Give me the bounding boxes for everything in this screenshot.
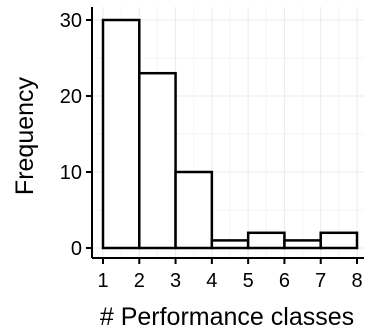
bars <box>101 18 359 250</box>
histogram-bar <box>319 231 359 250</box>
histogram-bar <box>246 231 286 250</box>
x-tick-label: 3 <box>170 270 181 292</box>
x-tick-label: 2 <box>134 270 145 292</box>
histogram-bar <box>101 18 141 250</box>
histogram-bar <box>138 71 177 250</box>
y-tick-label: 0 <box>71 238 82 260</box>
x-tick-label: 8 <box>351 270 362 292</box>
histogram-bar <box>174 170 214 250</box>
y-axis-title: Frequency <box>11 76 39 195</box>
x-tick-label: 7 <box>315 270 326 292</box>
tick-labels: 0 10 20 30 1 2 3 4 5 6 7 8 <box>60 10 363 292</box>
x-tick-label: 4 <box>206 270 217 292</box>
x-tick-label: 1 <box>97 270 108 292</box>
y-tick-label: 30 <box>60 10 82 32</box>
histogram-bar <box>283 239 322 250</box>
y-tick-label: 10 <box>60 162 82 184</box>
x-tick-label: 6 <box>279 270 290 292</box>
axes <box>86 7 364 264</box>
histogram-bar <box>210 239 250 250</box>
x-axis-title: # Performance classes <box>100 303 354 331</box>
y-tick-label: 20 <box>60 86 82 108</box>
x-tick-label: 5 <box>243 270 254 292</box>
